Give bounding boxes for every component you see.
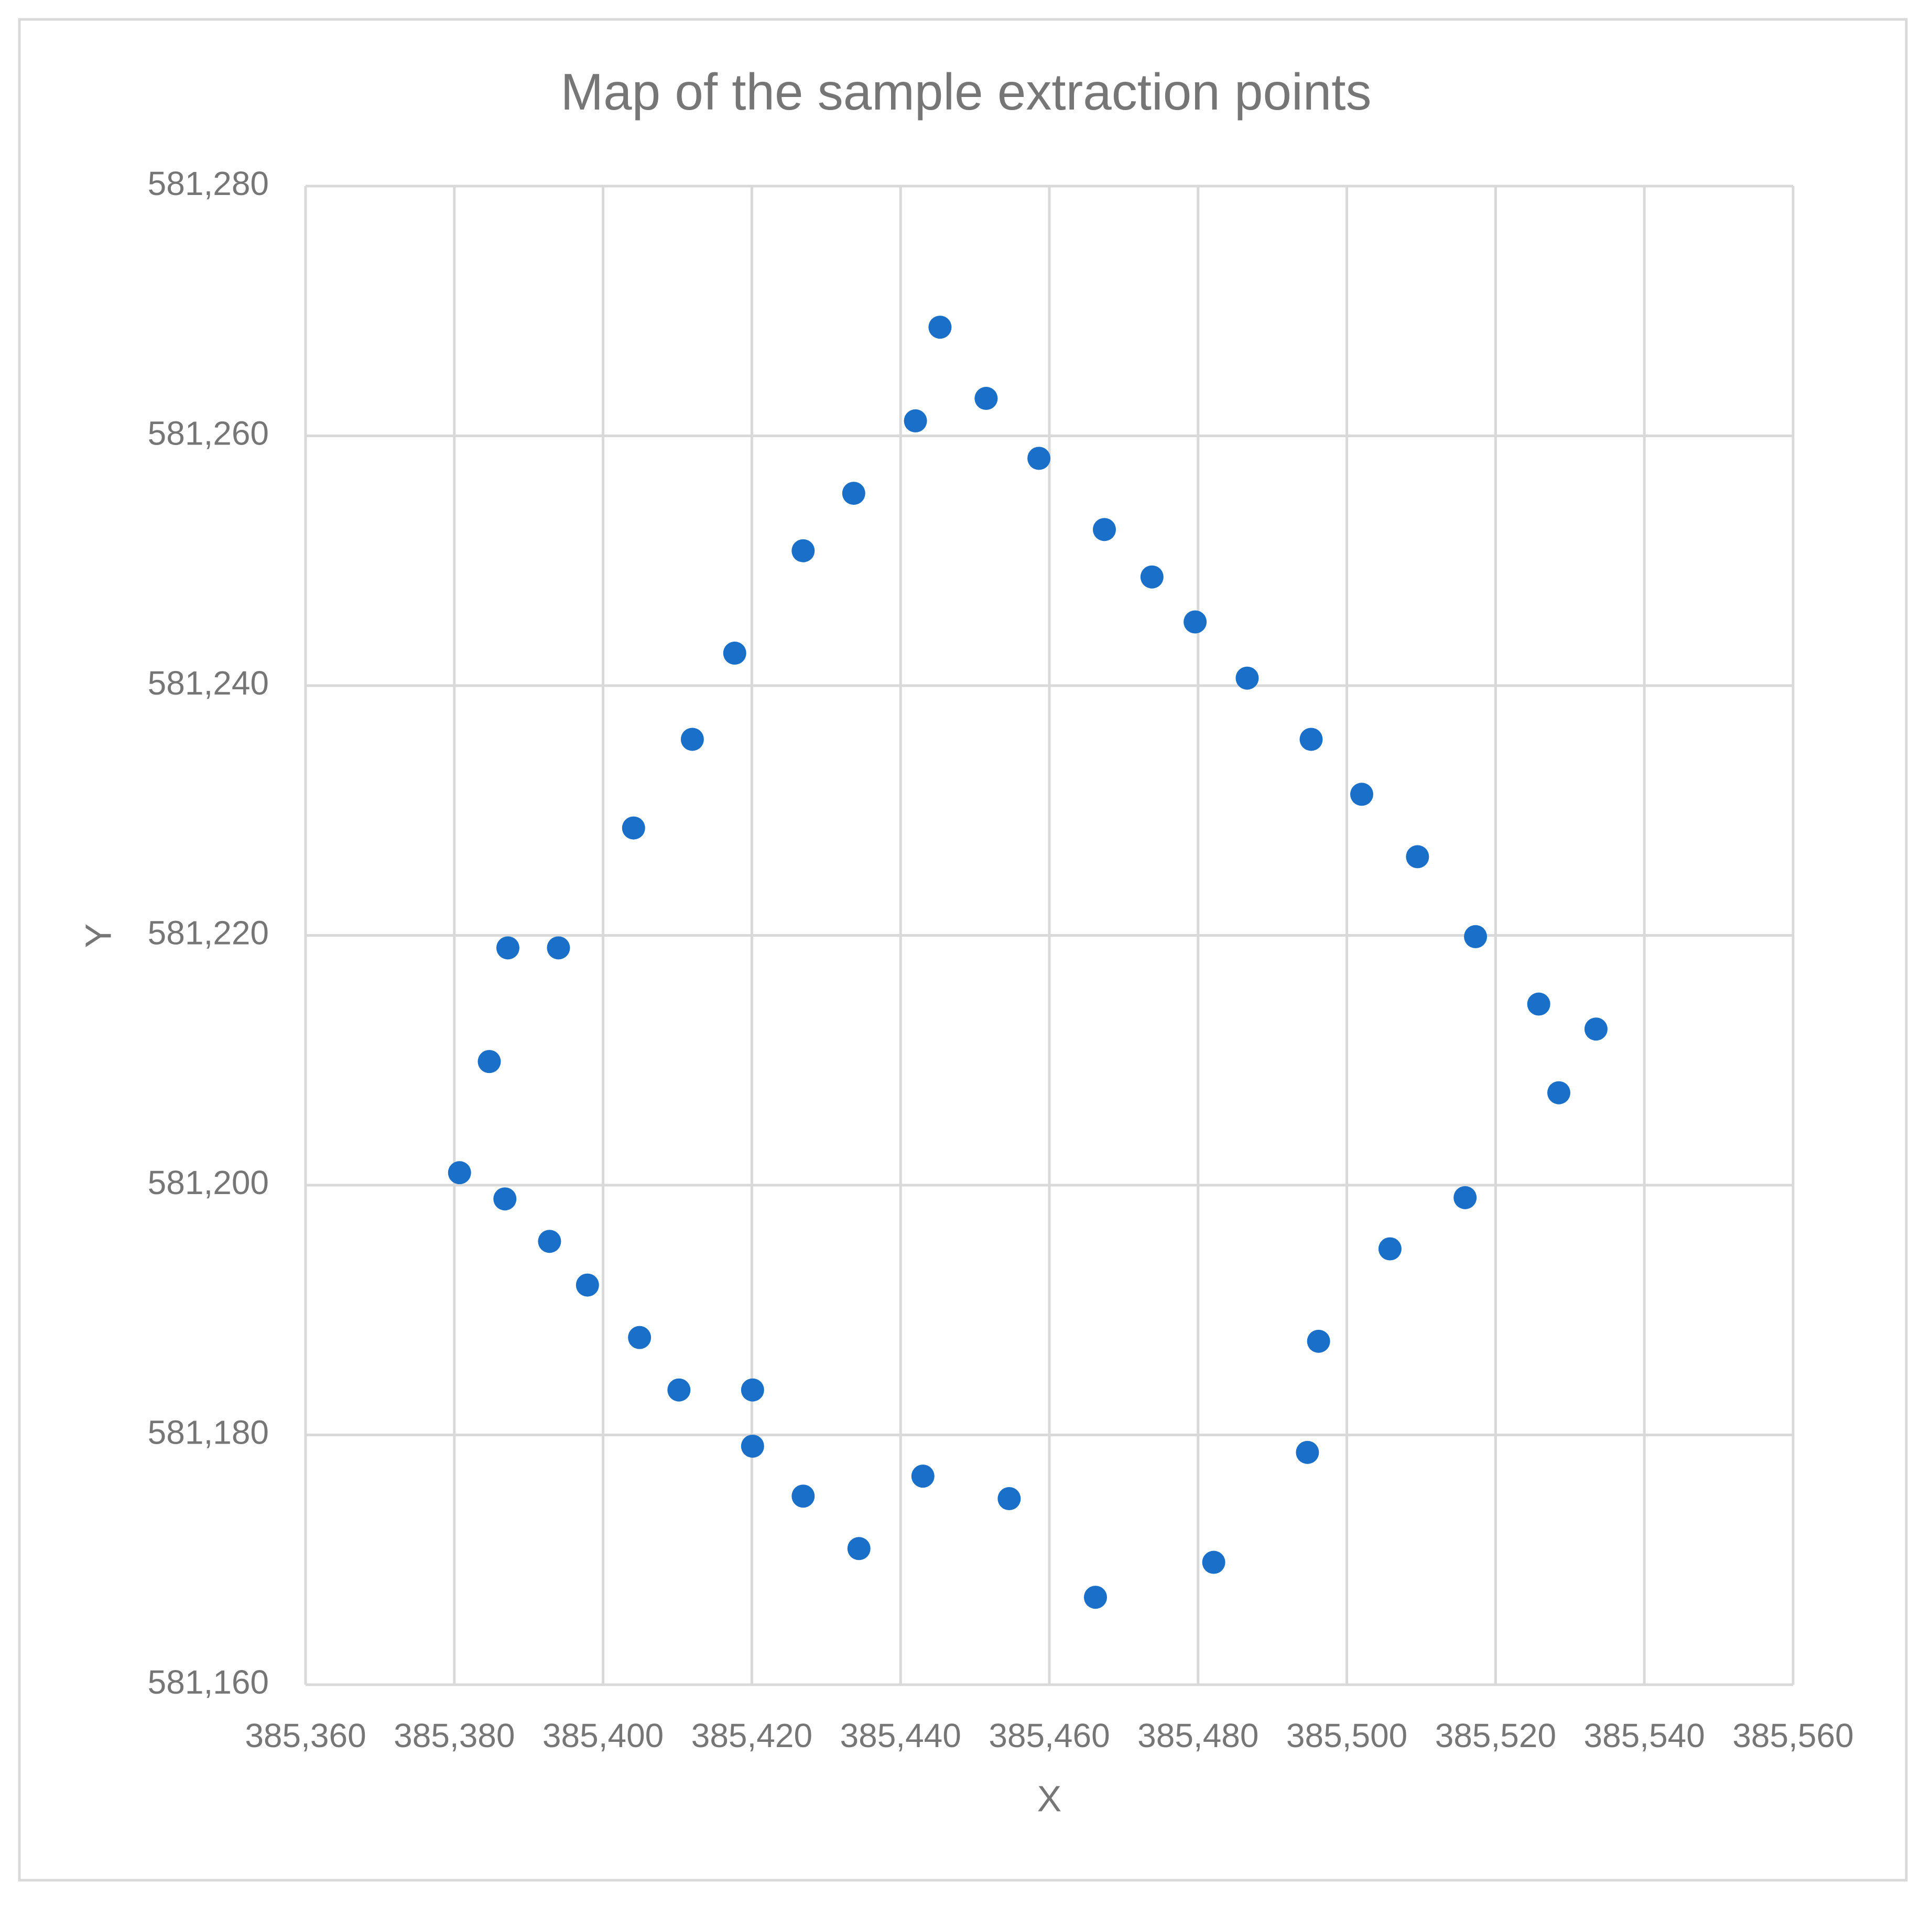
y-axis-title: Y [78,924,118,948]
point [997,1487,1021,1511]
point [1378,1237,1402,1261]
x-tick-label: 385,360 [245,1717,366,1754]
point [1027,447,1051,470]
point [547,936,570,960]
point [791,539,815,562]
point [741,1378,764,1402]
point [493,1187,517,1211]
point [1235,666,1259,690]
point [628,1326,652,1349]
y-tick-label: 581,180 [148,1413,269,1451]
point [791,1484,815,1508]
x-tick-label: 385,540 [1584,1717,1705,1754]
x-tick-label: 385,560 [1732,1717,1853,1754]
point [1093,518,1116,541]
point [904,409,927,432]
point [1350,783,1373,806]
y-tick-label: 581,260 [148,414,269,452]
point [680,728,704,751]
y-tick-label: 581,160 [148,1663,269,1701]
point [622,816,645,840]
point [496,936,519,960]
point [1299,728,1323,751]
point [448,1161,471,1185]
x-tick-label: 385,520 [1435,1717,1556,1754]
point [1464,925,1488,948]
point [1140,565,1164,589]
point [1307,1329,1330,1353]
point [576,1273,599,1297]
point [477,1050,501,1074]
x-tick-label: 385,420 [691,1717,812,1754]
point [928,316,952,339]
x-tick-label: 385,500 [1286,1717,1407,1754]
y-tick-label: 581,200 [148,1164,269,1201]
chart-border [18,18,1908,1882]
point [667,1378,691,1402]
point [1184,610,1207,634]
point [842,482,865,505]
point [741,1434,764,1458]
chart-title: Map of the sample extraction points [560,63,1371,121]
y-tick-label: 581,280 [148,165,269,202]
point [911,1465,935,1488]
point [974,387,998,410]
point [1527,992,1550,1016]
y-tick-label: 581,240 [148,664,269,702]
point [1547,1081,1571,1104]
x-tick-label: 385,480 [1137,1717,1258,1754]
point [1453,1186,1477,1209]
point [1296,1440,1319,1464]
point [538,1230,561,1253]
x-tick-label: 385,380 [394,1717,515,1754]
x-tick-label: 385,440 [840,1717,961,1754]
y-tick-label: 581,220 [148,914,269,951]
point [1202,1551,1225,1574]
point [847,1537,871,1560]
point [723,642,746,665]
x-tick-label: 385,400 [542,1717,664,1754]
point [1406,845,1429,869]
point [1083,1586,1107,1609]
x-axis-title: X [1037,1778,1062,1819]
x-tick-label: 385,460 [989,1717,1110,1754]
point [1584,1017,1608,1041]
